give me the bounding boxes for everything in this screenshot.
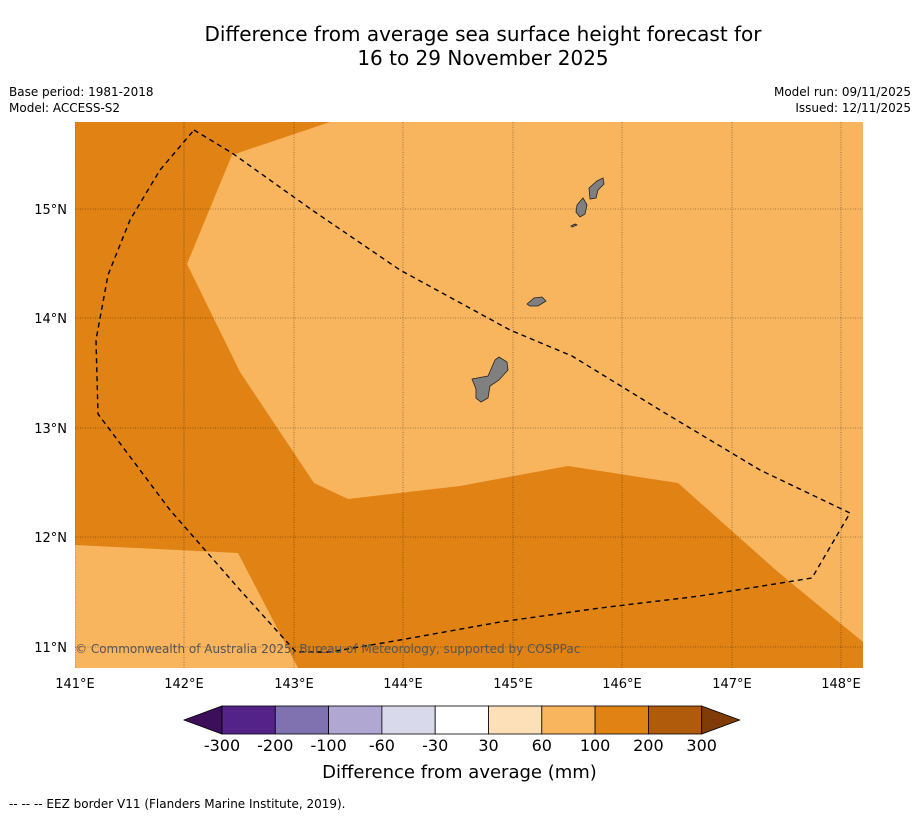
colorbar-tick-label: -100 <box>310 736 347 755</box>
model-run: Model run: 09/11/2025 <box>773 85 911 99</box>
colorbar-segment <box>434 705 489 735</box>
land-masses <box>471 177 605 403</box>
island-saipan <box>588 177 605 200</box>
colorbar-tick-label: 30 <box>478 736 499 755</box>
longitude-label: 146°E <box>602 677 642 692</box>
colorbar-segment <box>594 705 649 735</box>
colorbar-tick-label: 300 <box>686 736 717 755</box>
colorbar-title: Difference from average (mm) <box>322 762 597 783</box>
latitude-labels: 15°N 14°N 13°N 12°N 11°N <box>34 203 67 656</box>
colorbar-tick-label: -200 <box>257 736 294 755</box>
colorbar-extend-high <box>701 705 741 735</box>
colorbar-segment <box>221 705 276 735</box>
anomaly-60-100-region-south <box>75 545 298 668</box>
longitude-labels: 141°E 142°E 143°E 144°E 145°E 146°E 147°E 148°E <box>55 677 861 692</box>
colorbar-segment <box>274 705 329 735</box>
model-name: Model: ACCESS-S2 <box>9 101 121 115</box>
longitude-label: 148°E <box>821 677 861 692</box>
island-rota <box>526 296 547 307</box>
title-line-2: 16 to 29 November 2025 <box>357 46 609 70</box>
colorbar-segment <box>488 705 543 735</box>
latitude-label: 15°N <box>34 203 67 218</box>
longitude-label: 147°E <box>712 677 752 692</box>
chart-title: Difference from average sea surface heig… <box>0 22 919 70</box>
title-line-1: Difference from average sea surface heig… <box>204 22 762 46</box>
longitude-label: 141°E <box>55 677 95 692</box>
meta-left: Base period: 1981-2018 Model: ACCESS-S2 <box>9 84 154 116</box>
colorbar-tick-labels: -300 -200 -100 -60 -30 30 60 100 200 300 <box>0 736 919 756</box>
colorbar-segment <box>381 705 436 735</box>
colorbar <box>182 705 741 735</box>
base-period: Base period: 1981-2018 <box>9 85 154 99</box>
colorbar-tick-label: -30 <box>422 736 449 755</box>
colorbar-segment <box>648 705 703 735</box>
eez-legend-note: -- -- -- EEZ border V11 (Flanders Marine… <box>9 797 346 811</box>
latitude-label: 13°N <box>34 422 67 437</box>
colorbar-segment <box>328 705 383 735</box>
latitude-label: 12°N <box>34 531 67 546</box>
longitude-label: 145°E <box>493 677 533 692</box>
island-aguijan <box>570 223 578 228</box>
meta-right: Model run: 09/11/2025 Issued: 12/11/2025 <box>774 84 911 116</box>
issued-date: Issued: 12/11/2025 <box>795 101 911 115</box>
anomaly-60-100-region-north <box>187 122 863 642</box>
longitude-label: 142°E <box>164 677 204 692</box>
colorbar-extend-low <box>182 705 223 735</box>
colorbar-tick-label: -60 <box>368 736 395 755</box>
island-tinian <box>575 197 588 218</box>
copyright-text: © Commonwealth of Australia 2025, Bureau… <box>75 642 580 656</box>
colorbar-tick-label: 60 <box>531 736 552 755</box>
latitude-label: 11°N <box>34 641 67 656</box>
longitude-label: 144°E <box>383 677 423 692</box>
colorbar-tick-label: 100 <box>579 736 611 755</box>
colorbar-tick-label: 200 <box>633 736 664 755</box>
graticule <box>75 122 863 668</box>
map-area: © Commonwealth of Australia 2025, Bureau… <box>75 122 863 668</box>
eez-border <box>95 129 851 653</box>
latitude-label: 14°N <box>34 312 67 327</box>
longitude-label: 143°E <box>274 677 314 692</box>
colorbar-tick-label: -300 <box>203 736 241 755</box>
colorbar-segment <box>541 705 596 735</box>
island-guam <box>471 356 509 403</box>
